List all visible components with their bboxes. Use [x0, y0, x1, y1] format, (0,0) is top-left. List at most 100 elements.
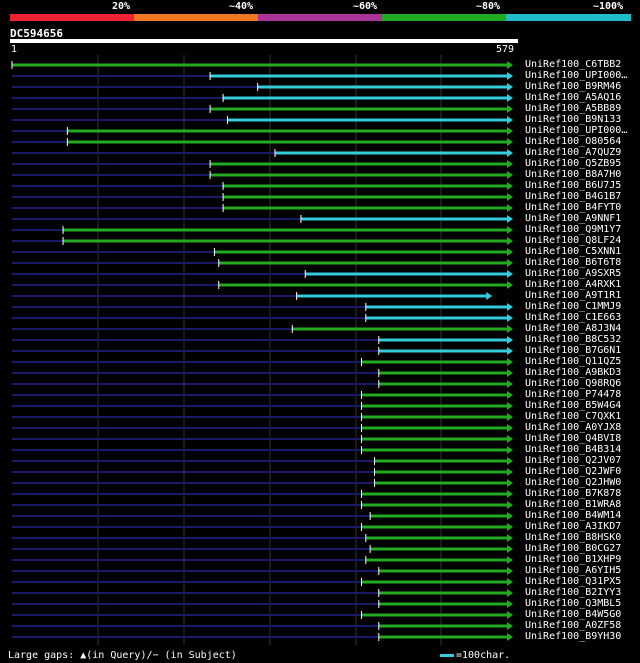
hit-arrow: [507, 446, 513, 454]
hit-label[interactable]: UniRef100_A6YIH5: [525, 565, 622, 576]
hit-label[interactable]: UniRef100_Q98RQ6: [525, 378, 622, 389]
hit-label[interactable]: UniRef100_Q4BVI8: [525, 433, 622, 444]
hit-label[interactable]: UniRef100_A0ZF58: [525, 620, 622, 631]
query-end-label: 579: [496, 44, 515, 55]
hit-label[interactable]: UniRef100_B6T6T8: [525, 257, 622, 268]
hit-label[interactable]: UniRef100_A9SXR5: [525, 268, 622, 279]
hit-arrow: [507, 589, 513, 597]
legend-color-4: [506, 14, 631, 21]
hit-label[interactable]: UniRef100_B2IYY3: [525, 587, 622, 598]
hit-label[interactable]: UniRef100_A0YJX8: [525, 422, 622, 433]
hit-arrow: [507, 237, 513, 245]
alignment-plot: [11, 55, 513, 645]
hit-arrow: [486, 292, 493, 300]
hit-label[interactable]: UniRef100_UPI000…: [525, 70, 628, 81]
hit-label[interactable]: UniRef100_B1WRA8: [525, 499, 622, 510]
hit-label[interactable]: UniRef100_C6TBB2: [525, 59, 622, 70]
hit-label[interactable]: UniRef100_A9NNF1: [525, 213, 622, 224]
hit-label[interactable]: UniRef100_O80564: [525, 136, 622, 147]
hit-arrow: [507, 501, 513, 509]
hit-label[interactable]: UniRef100_B7K878: [525, 488, 622, 499]
hit-arrow: [507, 347, 513, 355]
legend-color-3: [382, 14, 506, 21]
hit-arrow: [507, 325, 513, 333]
hit-label[interactable]: UniRef100_Q31PX5: [525, 576, 622, 587]
legend-color-2: [258, 14, 382, 21]
legend-label-60: ~60%: [353, 1, 378, 12]
hit-arrow: [507, 226, 513, 234]
hit-arrow: [507, 116, 513, 124]
legend-label-80: ~80%: [476, 1, 501, 12]
hit-arrow: [507, 523, 513, 531]
hit-label[interactable]: UniRef100_Q5ZB95: [525, 158, 622, 169]
hit-arrow: [507, 600, 513, 608]
hit-arrow: [507, 490, 513, 498]
legend-label-40: ~40%: [229, 1, 254, 12]
hit-label[interactable]: UniRef100_A5AQ16: [525, 92, 622, 103]
hit-label[interactable]: UniRef100_C7QXK1: [525, 411, 622, 422]
hit-label[interactable]: UniRef100_Q9M1Y7: [525, 224, 622, 235]
hit-label[interactable]: UniRef100_Q3MBL5: [525, 598, 622, 609]
hit-arrow: [507, 611, 513, 619]
hit-label[interactable]: UniRef100_P74478: [525, 389, 622, 400]
hit-label[interactable]: UniRef100_B8HSK0: [525, 532, 622, 543]
hit-label[interactable]: UniRef100_A8J3N4: [525, 323, 622, 334]
hit-arrow: [507, 94, 513, 102]
hit-label[interactable]: UniRef100_B9YH30: [525, 631, 622, 642]
hit-arrow: [507, 633, 513, 641]
hit-label[interactable]: UniRef100_B7G6N1: [525, 345, 622, 356]
hit-label[interactable]: UniRef100_B4FYT0: [525, 202, 622, 213]
hit-label[interactable]: UniRef100_B4W5G0: [525, 609, 622, 620]
hit-label[interactable]: UniRef100_A9BKD3: [525, 367, 622, 378]
hit-label[interactable]: UniRef100_Q11QZ5: [525, 356, 622, 367]
hit-label[interactable]: UniRef100_B6U7J5: [525, 180, 622, 191]
hit-arrow: [507, 457, 513, 465]
hit-label[interactable]: UniRef100_B4WM14: [525, 510, 622, 521]
hit-arrow: [507, 127, 513, 135]
hit-label[interactable]: UniRef100_A3IKD7: [525, 521, 622, 532]
hit-arrow: [507, 622, 513, 630]
hit-label[interactable]: UniRef100_B9RM46: [525, 81, 622, 92]
hit-label[interactable]: UniRef100_A9T1R1: [525, 290, 622, 301]
hit-label[interactable]: UniRef100_B8A7H0: [525, 169, 622, 180]
query-start-label: 1: [11, 44, 18, 55]
hit-label[interactable]: UniRef100_C1MMJ9: [525, 301, 622, 312]
hit-label[interactable]: UniRef100_B8C532: [525, 334, 622, 345]
hit-label[interactable]: UniRef100_Q2JWF0: [525, 466, 622, 477]
hit-arrow: [507, 259, 513, 267]
hit-label[interactable]: UniRef100_C1E663: [525, 312, 622, 323]
hit-label[interactable]: UniRef100_A7QUZ9: [525, 147, 622, 158]
hit-label[interactable]: UniRef100_B4G1B7: [525, 191, 622, 202]
hit-arrow: [507, 567, 513, 575]
hit-arrow: [507, 138, 513, 146]
hit-label[interactable]: UniRef100_Q8LF24: [525, 235, 622, 246]
hit-label[interactable]: UniRef100_B5W4G4: [525, 400, 622, 411]
hit-label[interactable]: UniRef100_A5BB89: [525, 103, 622, 114]
hit-arrow: [507, 380, 513, 388]
identity-legend: 20% ~40% ~60% ~80% ~100%: [0, 0, 640, 14]
hit-label[interactable]: UniRef100_C5XNN1: [525, 246, 622, 257]
hit-label[interactable]: UniRef100_Q2JHW0: [525, 477, 622, 488]
hit-label[interactable]: UniRef100_Q2JV07: [525, 455, 622, 466]
hit-label[interactable]: UniRef100_A4RXK1: [525, 279, 622, 290]
hit-arrow: [507, 105, 513, 113]
hit-arrow: [507, 424, 513, 432]
scale-label: =100char.: [456, 650, 511, 661]
hit-arrow: [507, 468, 513, 476]
hit-arrow: [507, 413, 513, 421]
hit-label[interactable]: UniRef100_B0CG27: [525, 543, 622, 554]
hit-label[interactable]: UniRef100_B1XHP9: [525, 554, 622, 565]
hit-label[interactable]: UniRef100_B9N133: [525, 114, 622, 125]
hit-label[interactable]: UniRef100_B4B314: [525, 444, 622, 455]
hit-arrow: [507, 193, 513, 201]
query-bar: [10, 39, 518, 43]
hit-arrow: [507, 512, 513, 520]
hit-label[interactable]: UniRef100_UPI000…: [525, 125, 628, 136]
gap-legend: Large gaps: ▲(in Query)/− (in Subject): [8, 650, 237, 661]
scale-legend: =100char.: [440, 650, 510, 661]
hit-arrow: [507, 248, 513, 256]
hit-arrow: [507, 534, 513, 542]
hit-arrow: [507, 83, 513, 91]
hit-arrow: [507, 270, 513, 278]
hit-arrow: [507, 281, 513, 289]
